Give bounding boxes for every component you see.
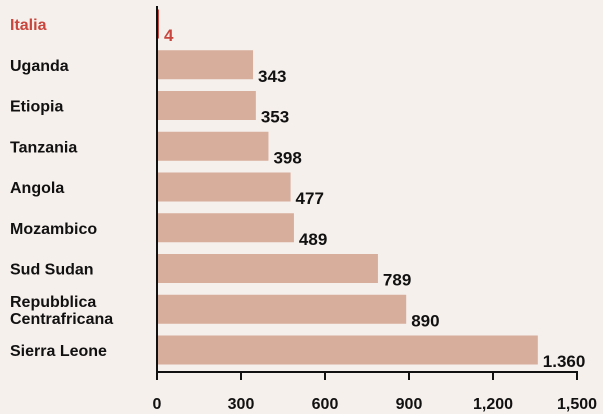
category-label-mozambico: Mozambico	[10, 221, 97, 238]
x-tick-label-0: 0	[153, 396, 162, 413]
value-labels-group: 4 343 353 398 477 489 789 890 1.360	[164, 26, 585, 371]
value-label-etiopia: 353	[261, 108, 289, 127]
x-axis-ticks-group: 0 300 600 900 1,200 1,500	[153, 372, 597, 413]
x-tick-label-1500: 1,500	[557, 396, 597, 413]
value-label-repubblica-centrafricana: 890	[411, 311, 439, 330]
value-label-angola: 477	[296, 189, 324, 208]
bar-mozambico	[157, 213, 294, 243]
value-label-sud-sudan: 789	[383, 271, 411, 290]
value-label-mozambico: 489	[299, 230, 327, 249]
category-label-tanzania: Tanzania	[10, 139, 77, 156]
x-tick-label-1200: 1,200	[473, 396, 513, 413]
x-tick-label-600: 600	[312, 396, 339, 413]
bar-sud-sudan	[157, 254, 378, 283]
bar-tanzania	[157, 131, 269, 161]
category-label-angola: Angola	[10, 180, 64, 197]
bar-etiopia	[157, 91, 256, 120]
value-label-tanzania: 398	[273, 148, 301, 167]
bar-sierra-leone	[157, 335, 538, 365]
x-tick-label-900: 900	[396, 396, 423, 413]
category-labels-group: Italia Uganda Etiopia Tanzania Angola Mozambi…	[10, 17, 113, 360]
value-label-sierra-leone: 1.360	[543, 352, 586, 371]
value-label-uganda: 343	[258, 67, 286, 86]
category-label-sierra-leone: Sierra Leone	[10, 343, 107, 360]
category-label-uganda: Uganda	[10, 58, 69, 75]
bars-group	[157, 9, 538, 365]
category-label-sud-sudan: Sud Sudan	[10, 262, 94, 279]
bar-angola	[157, 172, 291, 202]
category-label-repubblica-centrafricana: Repubblica Centrafricana	[10, 294, 113, 328]
category-label-italia: Italia	[10, 17, 47, 34]
bar-repubblica-centrafricana	[157, 294, 407, 324]
value-label-italia: 4	[164, 26, 174, 45]
bar-uganda	[157, 50, 254, 80]
x-tick-label-300: 300	[228, 396, 255, 413]
category-label-etiopia: Etiopia	[10, 99, 63, 116]
